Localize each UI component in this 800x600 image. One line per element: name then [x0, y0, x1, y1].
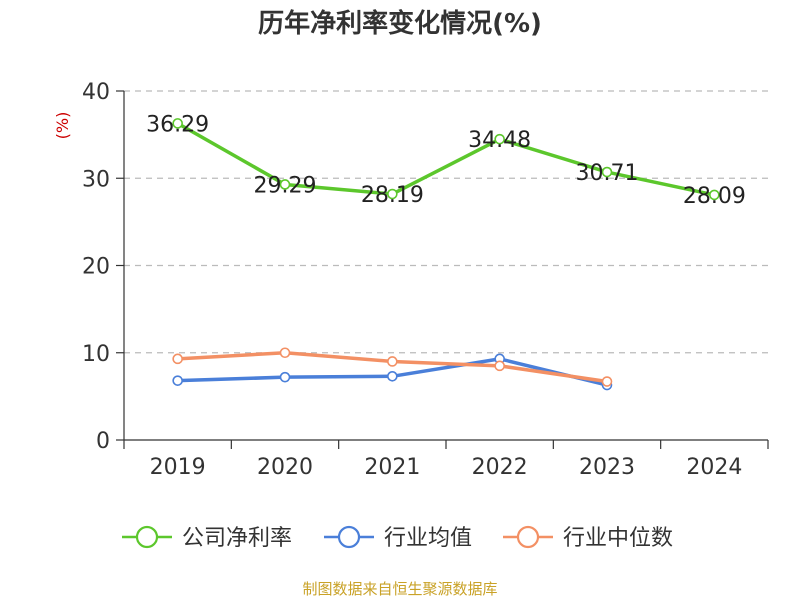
data-label: 29.29	[254, 173, 317, 198]
x-tick-label: 2023	[579, 455, 635, 480]
y-axis-label: (%)	[53, 112, 72, 140]
grid-lines	[124, 90, 768, 354]
legend-swatch-marker	[135, 525, 159, 549]
data-point	[387, 188, 398, 200]
data-point	[172, 118, 183, 129]
series-group	[172, 118, 720, 391]
data-point	[387, 371, 398, 382]
data-point	[494, 133, 505, 145]
axes	[116, 90, 769, 449]
x-tick-label: 2019	[150, 455, 206, 480]
legend-swatch-marker	[337, 525, 361, 549]
x-tick-label: 2020	[257, 455, 313, 480]
legend-label: 公司净利率	[182, 526, 292, 551]
data-point	[709, 189, 720, 201]
x-tick-label: 2021	[364, 455, 420, 480]
data-label: 28.19	[361, 183, 424, 208]
data-label: 30.71	[576, 161, 639, 186]
x-tick-label: 2024	[686, 455, 742, 480]
y-tick-label: 30	[82, 167, 110, 192]
y-tick-label: 0	[96, 429, 110, 454]
data-point	[172, 353, 183, 365]
data-label: 34.48	[468, 128, 531, 153]
data-label: 28.09	[683, 184, 746, 209]
legend: 公司净利率 行业均值 行业中位数	[122, 525, 673, 551]
x-tick-label: 2022	[472, 455, 528, 480]
data-point	[172, 375, 183, 386]
data-labels: 36.29 29.29 28.19 34.48 30.71 28.09	[146, 112, 746, 209]
data-point	[494, 360, 505, 372]
data-point	[279, 347, 291, 359]
chart-title: 历年净利率变化情况(%)	[258, 8, 542, 39]
y-tick-label: 20	[82, 255, 110, 280]
legend-swatch-marker	[516, 525, 540, 549]
x-tick-labels: 2019 2020 2021 2022 2023 2024	[150, 455, 743, 480]
data-point	[601, 376, 613, 387]
series-line-0	[176, 121, 715, 197]
source-note: 制图数据来自恒生聚源数据库	[302, 580, 497, 598]
y-tick-label: 10	[82, 342, 110, 367]
y-tick-labels: 0 10 20 30 40	[82, 80, 110, 454]
data-point	[279, 371, 291, 383]
data-point	[601, 166, 613, 178]
legend-label: 行业中位数	[563, 526, 673, 551]
data-point	[279, 179, 291, 190]
legend-label: 行业均值	[384, 526, 472, 551]
data-point	[387, 356, 398, 367]
data-label: 36.29	[146, 112, 209, 137]
y-tick-label: 40	[82, 80, 110, 105]
